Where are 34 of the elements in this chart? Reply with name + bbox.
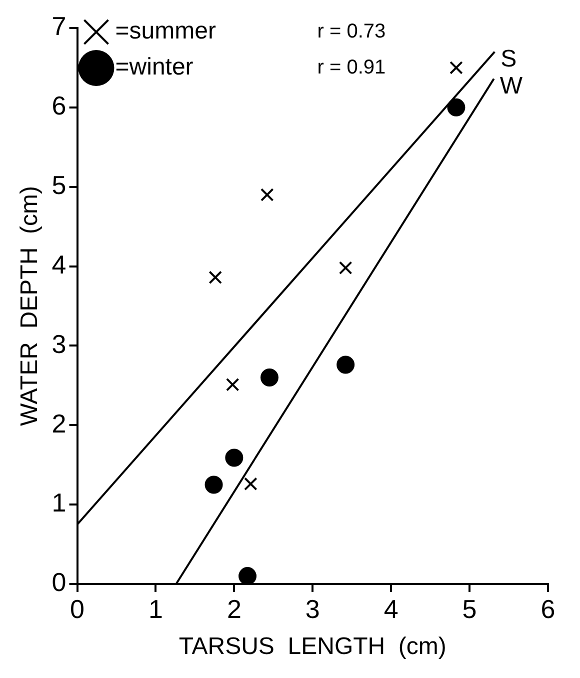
annotation: W [500,72,523,100]
y-tick-label: 3 [52,328,66,359]
legend-label: =summer [115,18,216,45]
y-tick-label: 4 [52,249,66,280]
y-tick-label: 6 [52,90,66,121]
legend-label: =winter [115,54,194,81]
point [225,448,244,467]
point [244,477,258,491]
annotation: r = 0.91 [317,56,386,79]
point [450,61,463,74]
y-axis-title: WATER DEPTH (cm) [16,186,44,426]
y-tick-label: 0 [52,567,66,598]
y-tick-label: 5 [52,170,66,200]
x-tick-label: 5 [462,594,477,624]
point [208,270,222,284]
y-tick-label: 2 [52,408,66,438]
point [260,188,274,202]
annotation: S [500,45,517,72]
annotation: r = 0.73 [317,20,386,43]
point [226,378,240,392]
point [204,476,223,494]
point [338,261,352,275]
x-tick-label: 1 [148,594,163,624]
point [336,356,355,374]
x-tick-label: 6 [540,594,556,624]
point [260,368,278,386]
point [238,567,257,584]
x-axis-title: TARSUS LENGTH (cm) [178,633,446,660]
x-tick-label: 4 [384,594,398,624]
y-tick-label: 7 [52,11,66,42]
x-tick-label: 2 [226,594,242,624]
point [447,98,466,116]
x-tick-label: 3 [305,594,320,624]
y-tick-label: 1 [52,488,66,518]
